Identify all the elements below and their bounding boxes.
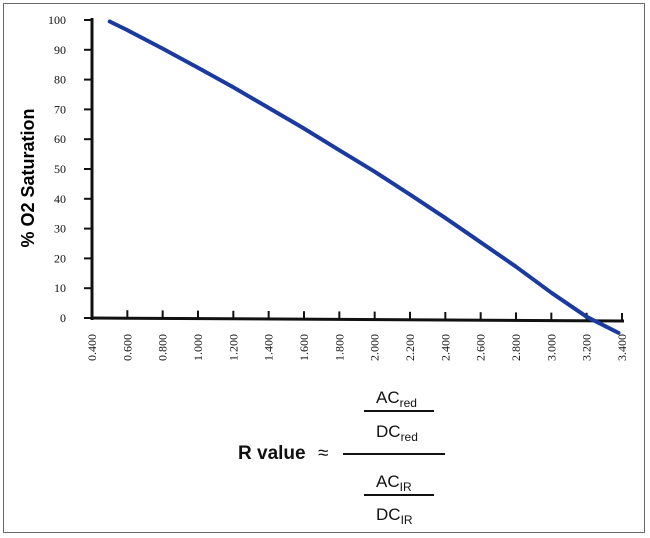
- dc-red: DCred: [376, 422, 418, 444]
- y-tick-label: 40: [54, 192, 66, 206]
- y-tick-label: 70: [54, 102, 66, 116]
- ac-red: ACred: [376, 388, 417, 410]
- saturation-curve: [107, 19, 621, 335]
- y-tick-label: 30: [54, 222, 66, 236]
- y-tick-label: 50: [54, 162, 66, 176]
- x-tick-label: 1.000: [191, 334, 205, 361]
- x-tick-label: 3.400: [615, 334, 629, 361]
- x-tick-label: 0.800: [156, 334, 170, 361]
- x-tick-label: 2.800: [509, 334, 523, 361]
- y-tick-label: 0: [60, 311, 66, 325]
- approx-symbol: ≈: [318, 443, 329, 464]
- y-axis-label: % O2 Saturation: [18, 108, 38, 247]
- figure-frame: [3, 3, 645, 533]
- y-tick-label: 100: [48, 13, 66, 27]
- x-tick-label: 0.400: [85, 334, 99, 361]
- chart: 0.400 0.600 0.800 1.000 1.200 1.400 1.600 1.800…: [18, 13, 629, 361]
- x-tick-label: 0.600: [120, 334, 134, 361]
- y-tick-label: 60: [54, 132, 66, 146]
- ac-ir: ACIR: [376, 472, 412, 494]
- x-tick-label: 3.200: [580, 334, 594, 361]
- x-tick-label: 2.400: [438, 334, 452, 361]
- x-tick-label: 1.400: [262, 334, 276, 361]
- x-tick-label: 1.600: [297, 334, 311, 361]
- bottom-fraction-bar: [364, 494, 434, 496]
- x-tick-label: 2.000: [368, 334, 382, 361]
- y-tick-label: 80: [54, 73, 66, 87]
- dc-ir: DCIR: [376, 505, 413, 527]
- main-fraction-bar: [343, 453, 445, 455]
- y-tick-labels: 0 10 20 30 40 50 60 70 80 90 100: [48, 13, 66, 325]
- y-tick-label: 10: [54, 281, 66, 295]
- x-tick-label: 2.200: [403, 334, 417, 361]
- x-tick-label: 1.800: [332, 334, 346, 361]
- r-value-label: R value: [238, 443, 306, 464]
- x-tick-label: 2.600: [474, 334, 488, 361]
- axes: [84, 18, 625, 323]
- y-tick-label: 90: [54, 43, 66, 57]
- x-tick-label: 1.200: [226, 334, 240, 361]
- x-tick-labels: 0.400 0.600 0.800 1.000 1.200 1.400 1.600 1.800…: [85, 334, 629, 361]
- x-axis: [90, 316, 625, 323]
- top-fraction-bar: [364, 410, 434, 412]
- x-tick-label: 3.000: [544, 334, 558, 361]
- y-tick-label: 20: [54, 251, 66, 265]
